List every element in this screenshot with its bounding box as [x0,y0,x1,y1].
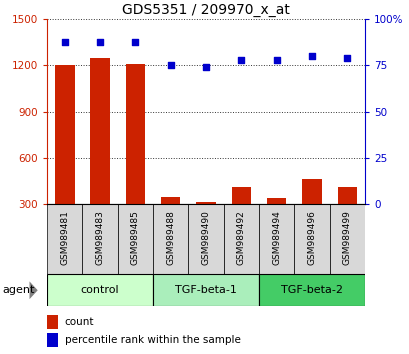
Bar [301,179,321,250]
Bar [82,204,117,274]
Text: TGF-beta-2: TGF-beta-2 [280,285,342,295]
Bar [117,204,153,274]
Bar [258,204,294,274]
Point [132,39,138,44]
Bar [223,204,258,274]
Bar [196,202,215,250]
Text: TGF-beta-1: TGF-beta-1 [175,285,236,295]
Point [238,57,244,63]
Point [167,63,173,68]
Bar [161,198,180,250]
Title: GDS5351 / 209970_x_at: GDS5351 / 209970_x_at [122,3,289,17]
Text: GSM989488: GSM989488 [166,210,175,265]
Bar [231,187,250,250]
Point [273,57,279,63]
Bar [266,198,285,250]
Point [343,55,350,61]
Text: GSM989490: GSM989490 [201,210,210,265]
Bar [188,204,223,274]
Bar [294,204,329,274]
Text: control: control [81,285,119,295]
Point [202,64,209,70]
Text: GSM989492: GSM989492 [236,210,245,265]
Bar [329,204,364,274]
Bar [47,315,58,329]
Text: GSM989481: GSM989481 [60,210,69,265]
Bar [47,204,82,274]
Bar [337,188,356,250]
Text: agent: agent [2,285,34,295]
Bar [47,333,58,347]
Text: GSM989499: GSM989499 [342,210,351,265]
Text: GSM989496: GSM989496 [307,210,316,265]
Point [97,39,103,44]
Polygon shape [29,281,38,299]
Text: count: count [65,318,94,327]
Bar [126,64,145,250]
Text: GSM989485: GSM989485 [130,210,139,265]
Bar [55,65,74,250]
Text: percentile rank within the sample: percentile rank within the sample [65,335,240,344]
Bar [153,204,188,274]
Text: GSM989483: GSM989483 [95,210,104,265]
Bar [47,274,153,306]
Bar [153,274,258,306]
Bar [258,274,364,306]
Point [308,53,315,59]
Text: GSM989494: GSM989494 [272,210,281,265]
Bar [90,58,110,250]
Point [61,39,68,44]
